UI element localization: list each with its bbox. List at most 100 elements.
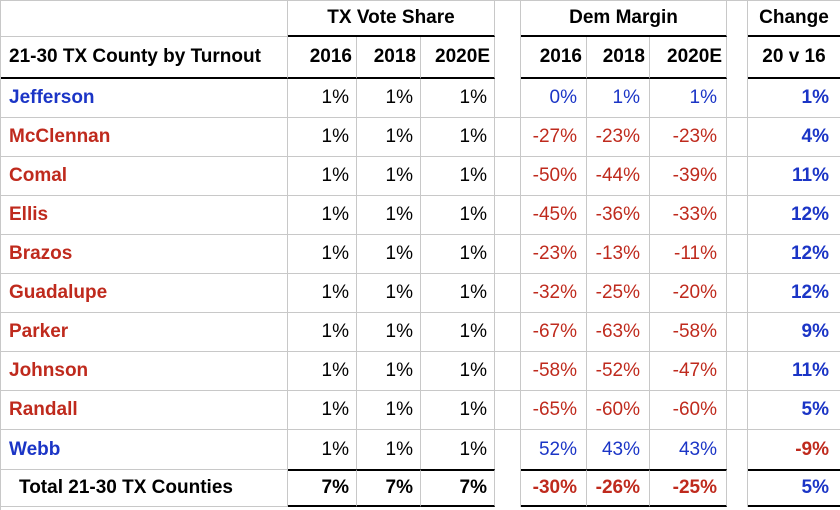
change-cell[interactable]: 5%	[748, 391, 840, 430]
county-name-cell[interactable]: Webb	[1, 430, 288, 469]
vote-share-cell[interactable]: 1%	[421, 118, 495, 157]
change-cell[interactable]: 12%	[748, 274, 840, 313]
vote-share-cell[interactable]: 1%	[421, 313, 495, 352]
total-vote-share-cell[interactable]: 7%	[421, 469, 495, 507]
total-vote-share-cell[interactable]: 7%	[288, 469, 357, 507]
vote-share-cell[interactable]: 1%	[421, 196, 495, 235]
vote-share-cell[interactable]: 1%	[288, 274, 357, 313]
change-cell[interactable]: 11%	[748, 157, 840, 196]
dem-margin-cell[interactable]: -25%	[587, 274, 650, 313]
dem-margin-cell[interactable]: -58%	[521, 352, 587, 391]
change-cell[interactable]: 4%	[748, 118, 840, 157]
vote-share-cell[interactable]: 1%	[357, 391, 421, 430]
vote-share-cell[interactable]: 1%	[357, 118, 421, 157]
vote-share-cell[interactable]: 1%	[421, 157, 495, 196]
dem-margin-cell[interactable]: -11%	[650, 235, 727, 274]
vote-share-cell[interactable]: 1%	[421, 430, 495, 469]
dem-margin-cell[interactable]: -65%	[521, 391, 587, 430]
vote-share-cell[interactable]: 1%	[357, 235, 421, 274]
vote-share-cell[interactable]: 1%	[288, 235, 357, 274]
vote-share-cell[interactable]: 1%	[357, 157, 421, 196]
dem-margin-cell[interactable]: -58%	[650, 313, 727, 352]
dem-margin-cell[interactable]: -23%	[587, 118, 650, 157]
county-name-cell[interactable]: Guadalupe	[1, 274, 288, 313]
total-dem-margin-cell[interactable]: -26%	[587, 469, 650, 507]
dem-margin-cell[interactable]: 0%	[521, 79, 587, 118]
dem-margin-cell[interactable]: -60%	[650, 391, 727, 430]
dem-margin-cell[interactable]: 1%	[587, 79, 650, 118]
header-corner-cell[interactable]	[1, 1, 288, 37]
county-name-cell[interactable]: Brazos	[1, 235, 288, 274]
county-name-cell[interactable]: Ellis	[1, 196, 288, 235]
vs-year-header-2020e[interactable]: 2020E	[421, 37, 495, 79]
vote-share-cell[interactable]: 1%	[357, 79, 421, 118]
vote-share-cell[interactable]: 1%	[288, 118, 357, 157]
dm-year-header-2020e[interactable]: 2020E	[650, 37, 727, 79]
vote-share-cell[interactable]: 1%	[288, 157, 357, 196]
vote-share-cell[interactable]: 1%	[288, 391, 357, 430]
dem-margin-cell[interactable]: -63%	[587, 313, 650, 352]
vote-share-cell[interactable]: 1%	[357, 196, 421, 235]
vote-share-cell[interactable]: 1%	[288, 196, 357, 235]
dem-margin-cell[interactable]: -45%	[521, 196, 587, 235]
change-cell[interactable]: -9%	[795, 438, 829, 460]
vs-year-header-2018[interactable]: 2018	[357, 37, 421, 79]
dem-margin-cell[interactable]: -36%	[587, 196, 650, 235]
dem-margin-cell[interactable]: -23%	[650, 118, 727, 157]
change-column-header[interactable]: 20 v 16	[748, 37, 840, 79]
county-name-cell[interactable]: Comal	[1, 157, 288, 196]
vote-share-cell[interactable]: 1%	[357, 352, 421, 391]
vote-share-cell[interactable]: 1%	[421, 79, 495, 118]
dm-year-header-2016[interactable]: 2016	[521, 37, 587, 79]
total-label-cell[interactable]: Total 21-30 TX Counties	[1, 469, 288, 507]
dem-margin-cell[interactable]: -20%	[650, 274, 727, 313]
vs-year-header-2016[interactable]: 2016	[288, 37, 357, 79]
dem-margin-cell[interactable]: -60%	[587, 391, 650, 430]
dem-margin-cell[interactable]: -47%	[650, 352, 727, 391]
dem-margin-cell[interactable]: -44%	[587, 157, 650, 196]
change-group-header[interactable]: Change	[748, 1, 840, 37]
county-name-cell[interactable]: Johnson	[1, 352, 288, 391]
total-vote-share-cell[interactable]: 7%	[357, 469, 421, 507]
vote-share-cell[interactable]: 1%	[421, 352, 495, 391]
county-name-cell[interactable]: Jefferson	[1, 79, 288, 118]
vote-share-cell[interactable]: 1%	[288, 313, 357, 352]
dem-margin-cell[interactable]: -33%	[650, 196, 727, 235]
vote-share-cell[interactable]: 1%	[421, 235, 495, 274]
county-name-cell[interactable]: McClennan	[1, 118, 288, 157]
total-change-cell[interactable]: 5%	[748, 469, 840, 507]
county-column-header[interactable]: 21-30 TX County by Turnout	[1, 37, 288, 79]
dm-year-header-2018[interactable]: 2018	[587, 37, 650, 79]
county-name-cell[interactable]: Parker	[1, 313, 288, 352]
vote-share-cell[interactable]: 1%	[288, 430, 357, 469]
vote-share-cell[interactable]: 1%	[357, 430, 421, 469]
dem-margin-cell[interactable]: -67%	[521, 313, 587, 352]
vote-share-cell[interactable]: 1%	[357, 274, 421, 313]
dem-margin-cell[interactable]: -50%	[521, 157, 587, 196]
change-cell[interactable]: 1%	[748, 79, 840, 118]
dem-margin-cell[interactable]: -39%	[650, 157, 727, 196]
dem-margin-cell[interactable]: 43%	[587, 430, 650, 469]
change-cell[interactable]: 9%	[748, 313, 840, 352]
dem-margin-cell[interactable]: -23%	[521, 235, 587, 274]
vote-share-cell[interactable]: 1%	[421, 274, 495, 313]
vote-share-cell[interactable]: 1%	[421, 391, 495, 430]
dem-margin-cell[interactable]: -52%	[587, 352, 650, 391]
vote-share-cell[interactable]: 1%	[288, 352, 357, 391]
dem-margin-cell[interactable]: -13%	[587, 235, 650, 274]
dem-margin-cell[interactable]: 43%	[650, 430, 727, 469]
change-cell[interactable]: 12%	[748, 235, 840, 274]
total-dem-margin-cell[interactable]: -25%	[650, 469, 727, 507]
total-dem-margin-cell[interactable]: -30%	[521, 469, 587, 507]
dem-margin-cell[interactable]: 1%	[650, 79, 727, 118]
dem-margin-cell[interactable]: -27%	[521, 118, 587, 157]
vote-share-cell[interactable]: 1%	[288, 79, 357, 118]
dem-margin-group-header[interactable]: Dem Margin	[521, 1, 727, 37]
vote-share-cell[interactable]: 1%	[357, 313, 421, 352]
vote-share-group-header[interactable]: TX Vote Share	[288, 1, 495, 37]
dem-margin-cell[interactable]: 52%	[521, 430, 587, 469]
change-cell[interactable]: 11%	[748, 352, 840, 391]
county-name-cell[interactable]: Randall	[1, 391, 288, 430]
change-cell[interactable]: 12%	[748, 196, 840, 235]
dem-margin-cell[interactable]: -32%	[521, 274, 587, 313]
